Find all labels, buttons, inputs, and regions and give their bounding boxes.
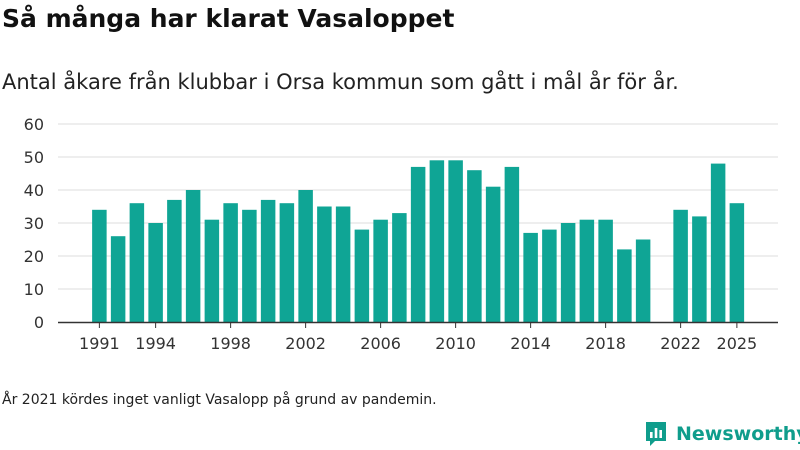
x-tick-label: 2006 [360,334,401,353]
brand-logo: Newsworthy [644,421,800,447]
bar-1997 [204,219,220,322]
bar-1992 [110,236,126,322]
x-tick-label: 2014 [510,334,551,353]
bar-2007 [392,213,407,322]
bar-2003 [317,206,332,322]
bar-1999 [242,209,257,322]
x-tick-label: 2018 [585,334,626,353]
bar-2015 [542,229,557,322]
bar-2017 [579,219,595,322]
x-tick-label: 2002 [285,334,326,353]
x-axis [58,321,778,328]
chart-subtitle: Antal åkare från klubbar i Orsa kommun s… [2,70,679,94]
bar-2006 [373,219,388,322]
bar-2000 [260,199,276,322]
bar-2001 [279,203,295,322]
bar-1996 [185,190,201,322]
y-tick-label: 50 [24,148,44,167]
y-tick-label: 30 [24,214,44,233]
bar-2005 [354,229,370,322]
bar-1998 [223,203,238,322]
bar-2022 [673,209,688,322]
x-tick-label: 1991 [79,334,120,353]
bar-1993 [129,203,145,322]
x-tick-label: 1994 [135,334,176,353]
bar-2011 [467,170,482,322]
bar-2024 [710,163,726,322]
x-tick-label: 1998 [210,334,251,353]
y-tick-label: 20 [24,247,44,266]
bar-1995 [167,199,182,322]
bar-2010 [448,160,463,322]
footnote: År 2021 kördes inget vanligt Vasalopp på… [2,392,437,408]
bar-2008 [410,166,426,322]
bar-2018 [598,219,613,322]
brand-name: Newsworthy [676,423,800,445]
bar-2012 [485,186,501,322]
x-tick-label: 2025 [717,334,758,353]
bar-1991 [92,209,107,322]
x-tick-label: 2022 [660,334,701,353]
y-tick-label: 10 [24,280,44,299]
bar-2019 [617,249,632,322]
bar-2014 [523,232,538,322]
chart-title: Så många har klarat Vasaloppet [2,4,455,33]
y-tick-label: 0 [34,313,44,332]
bar-2013 [504,166,520,322]
x-tick-labels: 1991 1994 1998 2002 2006 2010 2014 2018 2022 2025 [79,334,757,353]
bar-2023 [692,216,707,322]
bars [92,160,745,322]
bar-2020 [635,239,651,322]
y-tick-label: 40 [24,181,44,200]
bar-2016 [560,223,576,322]
bar-2002 [298,190,313,322]
bar-2004 [335,206,351,322]
bar-2009 [429,160,445,322]
y-tick-label: 60 [24,115,44,134]
bar-2025 [729,203,745,322]
bar-1994 [148,223,163,322]
x-tick-label: 2010 [435,334,476,353]
newsworthy-logo-icon [646,422,666,446]
y-tick-labels: 0 10 20 30 40 50 60 [24,115,44,332]
